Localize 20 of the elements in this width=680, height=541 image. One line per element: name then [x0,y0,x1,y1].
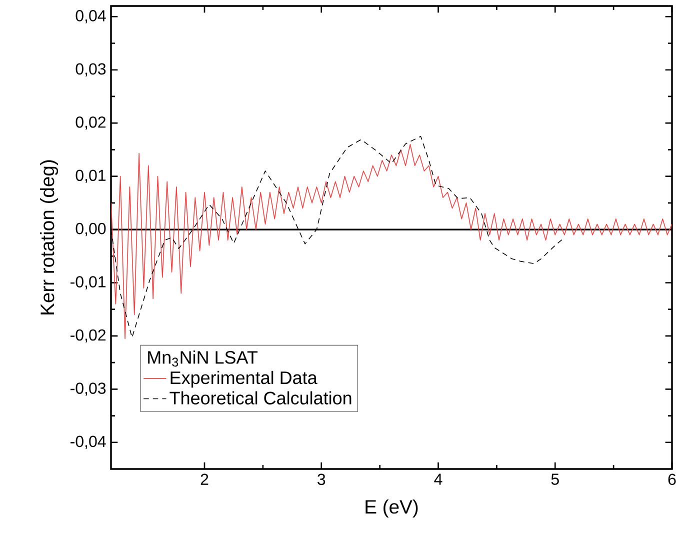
y-tick-label: 0,01 [76,170,106,183]
y-tick-label: 0,00 [76,222,106,236]
y-tick-label: 0,03 [76,63,106,76]
x-tick-label: 4 [434,474,442,485]
y-tick-label: 0,04 [76,10,106,24]
x-axis-title: E (eV) [366,499,418,518]
legend-title: Mn$_{3}$NiN LSAT [148,350,258,367]
legend-label: Theoretical Calculation [170,391,352,404]
line-series [111,144,672,340]
x-tick-label: 2 [200,474,208,485]
x-tick-label: 5 [551,474,559,485]
y-axis-title: Kerr rotation (deg) [40,160,58,314]
y-tick-label: -0,01 [70,276,106,290]
y-tick-label: -0,02 [70,329,106,343]
y-tick-label: -0,03 [70,382,106,396]
x-tick-label: 3 [318,474,326,486]
y-tick-label: 0,02 [76,116,106,130]
y-tick-label: -0,04 [70,436,106,449]
legend-label: Experimental Data [170,370,318,388]
x-tick-label: 6 [668,474,676,486]
